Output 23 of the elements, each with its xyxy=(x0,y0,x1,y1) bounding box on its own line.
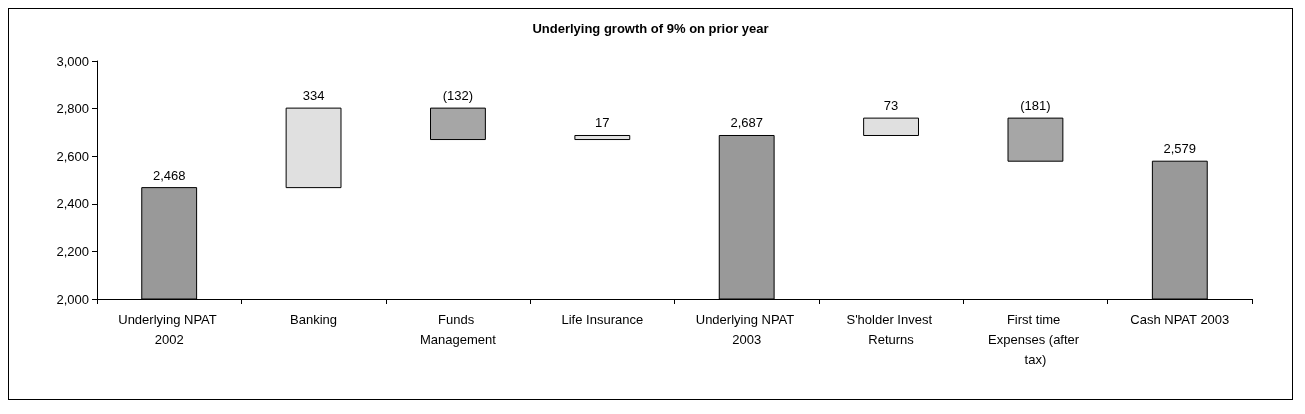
data-label: 2,687 xyxy=(730,115,763,131)
x-tick-label: Underlying NPAT 2002 xyxy=(118,311,221,347)
data-label: (181) xyxy=(1020,98,1051,114)
data-label: 2,468 xyxy=(152,167,186,183)
chart-title: Underlying growth of 9% on prior year xyxy=(532,21,769,36)
x-tick-label: Cash NPAT 2003 xyxy=(1130,311,1230,327)
y-tick-label: 2,600 xyxy=(56,148,89,164)
data-label: 2,579 xyxy=(1163,141,1197,157)
y-tick-label: 2,200 xyxy=(56,243,89,259)
x-tick-label: Banking xyxy=(290,311,338,327)
data-label: 334 xyxy=(302,88,325,104)
data-label: 73 xyxy=(883,98,899,114)
x-tick-label: Life Insurance xyxy=(561,311,644,327)
y-tick-label: 2,000 xyxy=(56,291,89,307)
x-tick-label: S'holder Invest Returns xyxy=(846,311,936,347)
y-tick-label: 3,000 xyxy=(56,53,89,69)
x-tick-label: Funds Management xyxy=(419,311,497,347)
x-tick-label: First time Expenses (after tax) xyxy=(988,311,1083,367)
y-tick-label: 2,800 xyxy=(56,101,89,117)
y-tick-label: 2,400 xyxy=(56,196,89,212)
data-label: 17 xyxy=(595,115,610,131)
data-label: (132) xyxy=(442,88,474,104)
x-tick-label: Underlying NPAT 2003 xyxy=(695,311,798,347)
